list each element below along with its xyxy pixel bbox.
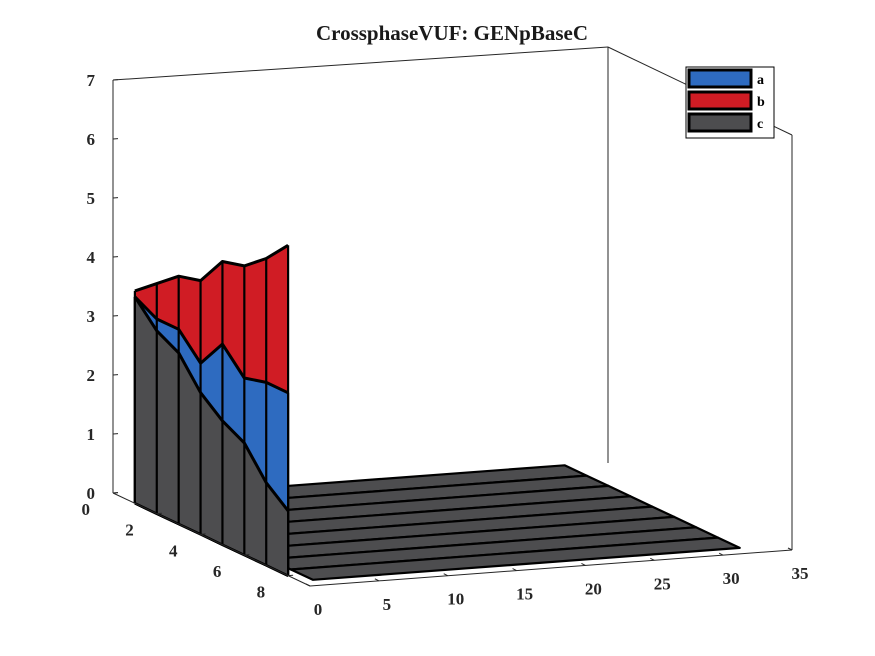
legend-swatch-c [687,112,753,133]
z-tick-label-7: 7 [87,71,96,90]
z-tick-label-1: 1 [87,425,96,444]
series-ribbons [133,244,290,577]
axes-box-back [112,46,793,550]
floor-ribbon-8 [289,536,741,581]
x-tick-label-35: 35 [792,564,809,583]
z-tick-label-4: 4 [87,248,96,267]
y-tick-label-4: 4 [169,541,178,560]
legend-label-c: c [757,117,763,132]
legend-swatch-b [687,90,753,111]
ribbon-fill-c [134,296,289,576]
ribbon-edge-c [133,295,290,512]
ribbon-edge-a [133,295,289,395]
x-tick-label-0: 0 [314,600,323,619]
ribbon-c [133,295,290,577]
axes-front [112,492,793,587]
x-tick-mark-35 [787,547,793,551]
x-tick-label-25: 25 [654,574,671,593]
z-tick-label-5: 5 [87,189,96,208]
y-tick-label-8: 8 [257,583,266,602]
legend-label-a: a [757,73,764,88]
legend-label-b: b [757,95,765,110]
legend: abc [685,66,775,139]
legend-swatch-a [687,68,753,89]
axis-ticks: 0 1 2 3 4 5 6 7 0 2 4 6 8 0 5 10 15 20 25 30 35 [82,71,809,619]
x-tick-mark-20 [581,562,586,566]
x-axis-line [309,549,793,587]
x-tick-mark-5 [374,578,380,582]
x-tick-label-5: 5 [383,595,392,614]
z-tick-label-0: 0 [87,484,96,503]
top-back-edge [112,46,609,81]
x-tick-label-15: 15 [516,585,533,604]
x-tick-mark-25 [650,557,655,561]
y-tick-label-0: 0 [82,500,91,519]
x-tick-label-10: 10 [447,590,464,609]
z-tick-label-2: 2 [87,366,96,385]
ribbon-edge-b [134,244,289,293]
y-axis-line [112,492,311,587]
chart-title: CrossphaseVUF: GENpBaseC [316,21,588,45]
x-tick-label-20: 20 [585,579,602,598]
y-tick-label-6: 6 [213,562,222,581]
floor-ribbons [136,464,741,581]
x-tick-label-30: 30 [723,569,740,588]
z-tick-label-6: 6 [87,130,96,149]
y-tick-label-2: 2 [125,521,134,540]
x-tick-mark-15 [512,568,517,572]
x-tick-mark-0 [305,583,311,587]
x-tick-mark-10 [443,573,448,577]
z-tick-label-3: 3 [87,307,96,326]
x-tick-mark-30 [718,552,724,556]
